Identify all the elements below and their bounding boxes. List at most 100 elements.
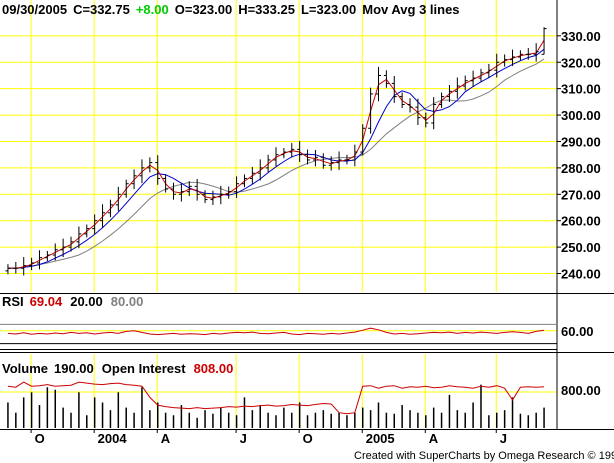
price-bar [257, 159, 263, 181]
price-bar [486, 63, 492, 79]
price-bar [399, 92, 405, 108]
open-interest-label: Open Interest [102, 361, 186, 376]
price-bar [115, 186, 121, 212]
price-bar [249, 166, 255, 184]
price-tick-label: 240.00 [561, 267, 601, 282]
x-axis-label: J [240, 431, 247, 446]
price-bar [273, 147, 279, 167]
open-interest-value: 808.00 [194, 361, 234, 376]
price-bar [533, 43, 539, 62]
price-bar [123, 179, 129, 198]
rsi-line [7, 327, 545, 336]
credit-text: Created with SuperCharts by Omega Resear… [354, 450, 614, 462]
price-bar [312, 149, 318, 167]
price-bar [5, 264, 11, 275]
header-open: O=323.00 [175, 2, 232, 17]
price-bar [52, 243, 58, 261]
x-axis-label: 2004 [98, 431, 128, 446]
grid-lines [0, 0, 557, 428]
price-bar [344, 154, 350, 165]
price-bar [415, 98, 421, 125]
price-tick-label: 310.00 [561, 82, 601, 97]
price-tick-label: 290.00 [561, 134, 601, 149]
header-date: 09/30/2005 [2, 2, 67, 17]
volume-value: 190.00 [54, 361, 94, 376]
price-bar [517, 50, 523, 61]
price-bar [360, 124, 366, 156]
price-bar [431, 97, 437, 130]
price-bar [210, 190, 216, 205]
price-bar [171, 182, 177, 200]
volume-label: Volume [2, 361, 48, 376]
rsi-header: RSI 69.04 20.00 80.00 [2, 294, 143, 309]
price-bar [100, 204, 106, 228]
price-bar [446, 85, 452, 102]
price-bar [107, 199, 113, 218]
price-bar [13, 261, 19, 274]
price-bar [525, 48, 531, 60]
price-bar [29, 257, 35, 271]
x-axis-label: O [303, 431, 313, 446]
axis-frame [0, 0, 614, 430]
header-change: +8.00 [136, 2, 169, 17]
x-axis-label: O [35, 431, 45, 446]
price-bars [5, 27, 547, 276]
price-bar [320, 153, 326, 169]
price-tick-label: 300.00 [561, 108, 601, 123]
price-bar [21, 257, 27, 276]
price-bar [352, 144, 358, 167]
price-tick-label: 280.00 [561, 161, 601, 176]
price-bar [502, 54, 508, 67]
price-bar [423, 112, 429, 128]
rsi-tick-label: 60.00 [561, 324, 594, 339]
price-bar [281, 147, 287, 159]
price-bar [470, 70, 476, 88]
price-bar [68, 236, 74, 252]
header-high: H=333.25 [238, 2, 295, 17]
price-bar [163, 174, 169, 193]
price-bar [336, 151, 342, 170]
price-bar [297, 140, 303, 162]
rsi-reference-lines [0, 323, 557, 345]
price-bar [92, 214, 98, 235]
x-axis-label: J [500, 431, 507, 446]
price-bar [462, 75, 468, 91]
price-tick-label: 250.00 [561, 240, 601, 255]
price-bar [202, 190, 208, 204]
volume-header: Volume 190.00 Open Interest 808.00 [2, 361, 233, 376]
rsi-label: RSI [2, 294, 24, 309]
price-bar [265, 154, 271, 173]
price-bar [76, 226, 82, 249]
price-bar [328, 156, 334, 171]
price-bar [454, 77, 460, 99]
price-bar [439, 92, 445, 108]
price-tick-label: 330.00 [561, 29, 601, 44]
price-bar [186, 181, 192, 197]
price-bar [541, 27, 547, 55]
x-axis-label: A [429, 431, 439, 446]
price-bar [36, 250, 42, 270]
moving-average-mid [7, 48, 545, 269]
price-bar [147, 157, 153, 173]
price-bar [226, 186, 232, 199]
x-axis-label: A [161, 431, 171, 446]
price-bar [289, 143, 295, 158]
header-low: L=323.00 [301, 2, 356, 17]
price-bar [494, 53, 500, 78]
price-bar [241, 174, 247, 188]
price-bar [391, 75, 397, 103]
price-bar [368, 87, 374, 134]
price-bar [383, 70, 389, 88]
price-bar [510, 49, 516, 66]
price-bar [407, 98, 413, 113]
header-overlay: Mov Avg 3 lines [362, 2, 459, 17]
price-bar [234, 176, 240, 198]
price-bar [218, 185, 224, 205]
price-bar [305, 149, 311, 165]
price-bar [375, 66, 381, 102]
x-axis-labels: O 2004 A J O 2005 A J [30, 429, 507, 446]
rsi-level-low: 20.00 [70, 294, 103, 309]
price-bar [155, 155, 161, 185]
price-bar [131, 169, 137, 190]
